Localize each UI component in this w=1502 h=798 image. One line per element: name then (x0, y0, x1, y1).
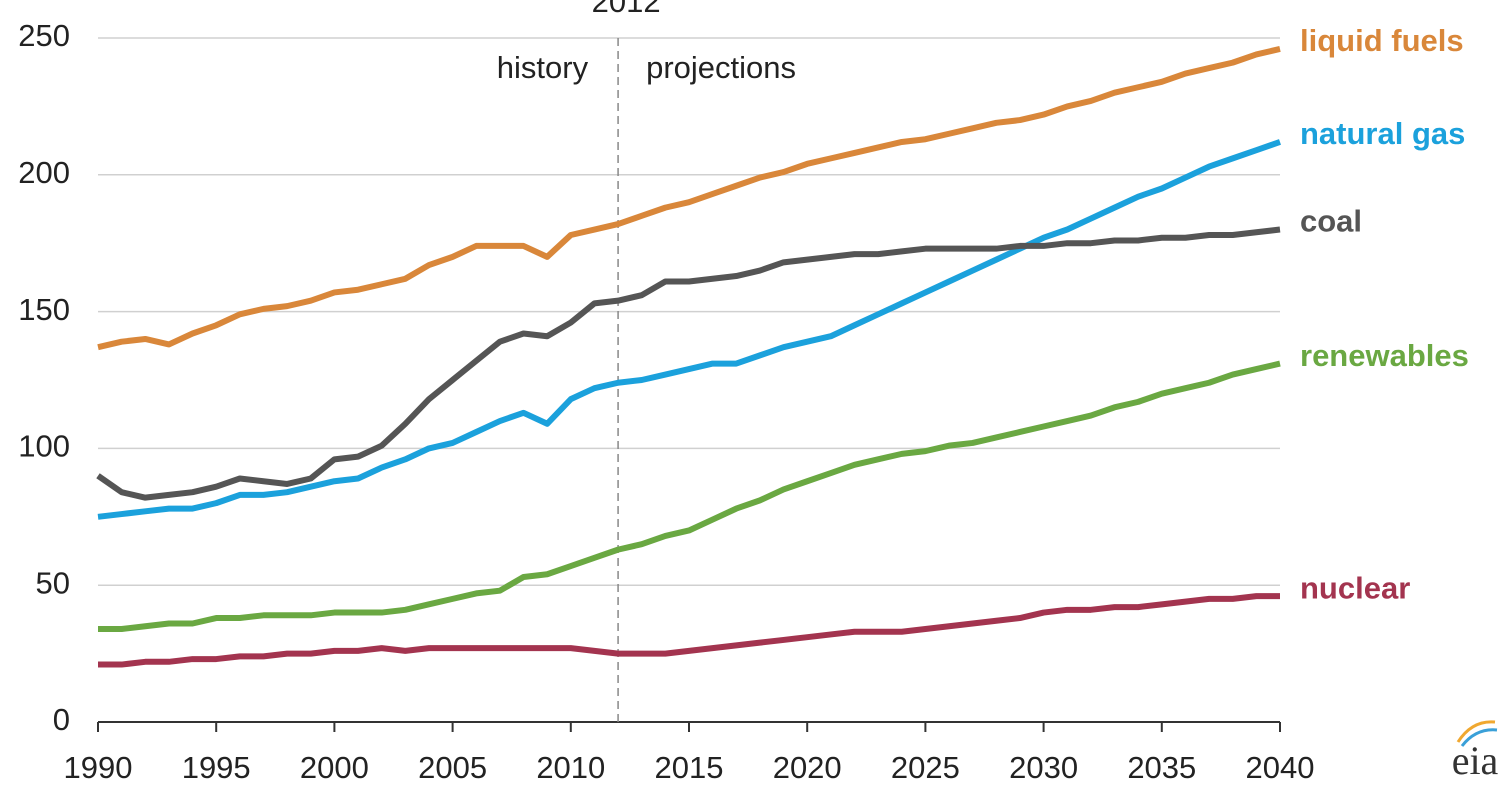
x-tick-label: 1995 (182, 750, 251, 785)
y-tick-label: 0 (53, 702, 70, 737)
annotation: projections (646, 50, 796, 85)
x-tick-label: 2030 (1009, 750, 1078, 785)
series-line (98, 593, 1280, 668)
series-label: nuclear (1300, 570, 1410, 605)
y-tick-label: 250 (18, 18, 70, 53)
y-tick-label: 50 (36, 565, 70, 600)
x-tick-label: 2025 (891, 750, 960, 785)
logo-arc (1460, 728, 1498, 747)
series-line (96, 226, 1281, 501)
annotation: history (497, 50, 589, 85)
series-label: coal (1300, 204, 1362, 239)
divider-label: 2012 (592, 0, 661, 19)
x-tick-label: 2000 (300, 750, 369, 785)
series-line (97, 139, 1281, 520)
x-tick-label: 2005 (418, 750, 487, 785)
series-line (97, 46, 1281, 351)
x-tick-label: 1990 (64, 750, 133, 785)
x-tick-label: 2010 (536, 750, 605, 785)
series-label: natural gas (1300, 116, 1465, 151)
y-tick-label: 100 (18, 429, 70, 464)
x-tick-label: 2020 (773, 750, 842, 785)
x-tick-label: 2015 (655, 750, 724, 785)
logo-arc (1456, 720, 1496, 743)
series-label: liquid fuels (1300, 23, 1464, 58)
y-tick-label: 150 (18, 292, 70, 327)
series-line (98, 360, 1281, 632)
y-tick-label: 200 (18, 155, 70, 190)
x-tick-label: 2035 (1127, 750, 1196, 785)
x-tick-label: 2040 (1246, 750, 1315, 785)
series-label: renewables (1300, 338, 1469, 373)
logo: eia (1452, 738, 1499, 783)
